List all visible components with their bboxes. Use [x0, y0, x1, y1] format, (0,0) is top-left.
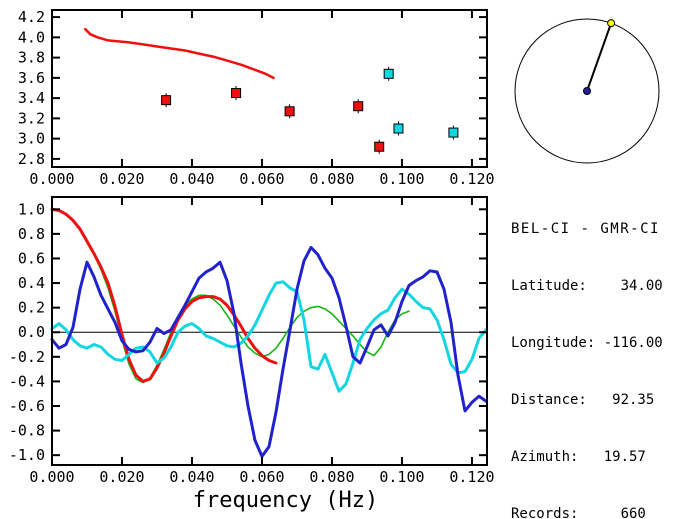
y-tick-label: -0.4 [9, 372, 45, 390]
x-tick-label: 0.020 [99, 170, 144, 188]
y-tick-label: 4.0 [18, 28, 45, 46]
y-tick-label: -0.2 [9, 348, 45, 366]
y-tick-label: 4.2 [18, 8, 45, 26]
red-velocity-picks-marker [231, 88, 242, 99]
y-tick-label: 3.8 [18, 49, 45, 67]
red-velocity-picks-marker [284, 106, 295, 117]
blue-correlation-curve [50, 245, 488, 458]
x-tick-label: 0.120 [449, 468, 494, 486]
x-tick-label: 0.000 [29, 170, 74, 188]
y-tick-label: 2.8 [18, 150, 45, 168]
y-tick-label: -0.6 [9, 397, 45, 415]
plot-frame [51, 196, 488, 466]
dispersion-plot: 0.000 0.020 0.040 0.060 0.080 0.100 0.120 2.8 3.… [18, 8, 495, 188]
y-tick-label: 0.0 [18, 323, 45, 341]
x-tick-label: 0.060 [239, 468, 284, 486]
red-velocity-picks-marker [353, 101, 364, 112]
info-line-records: Records: 660 [511, 506, 646, 519]
correlation-plot: 0.000 0.020 0.040 0.060 0.080 0.100 0.120 -1.0 -… [9, 196, 495, 513]
y-tick-label: 3.4 [18, 89, 45, 107]
cyan-velocity-picks-marker [393, 123, 404, 134]
x-tick-label: 0.100 [379, 170, 424, 188]
info-line-azimuth: Azimuth: 19.57 [511, 449, 646, 465]
red-velocity-picks-marker [161, 95, 172, 106]
red-velocity-picks-marker [374, 141, 385, 152]
y-tick-label: 3.2 [18, 109, 45, 127]
cyan-velocity-picks-marker [448, 127, 459, 138]
x-tick-label: 0.020 [99, 468, 144, 486]
cyan-correlation-curve [50, 280, 488, 393]
y-tick-label: 1.0 [18, 200, 45, 218]
y-tick-label: -1.0 [9, 446, 45, 464]
pair-info-panel: BEL-CI - GMR-CI Latitude: 34.00 Longitud… [511, 182, 663, 519]
y-tick-label: 0.2 [18, 299, 45, 317]
station-center-dot [583, 87, 591, 95]
azimuth-target-dot [607, 19, 616, 28]
station-pair-title: BEL-CI - GMR-CI [511, 221, 660, 237]
x-tick-label: 0.120 [449, 170, 494, 188]
red-correlation-curve [50, 207, 278, 383]
x-tick-label: 0.000 [29, 468, 74, 486]
azimuth-diagram [514, 18, 660, 164]
x-axis-label: frequency (Hz) [193, 488, 378, 513]
y-tick-label: 0.4 [18, 274, 45, 292]
azimuth-line [586, 22, 613, 92]
info-line-latitude: Latitude: 34.00 [511, 278, 663, 294]
x-tick-label: 0.040 [169, 170, 214, 188]
y-tick-label: 3.6 [18, 69, 45, 87]
info-line-distance: Distance: 92.35 [511, 392, 655, 408]
x-tick-label: 0.100 [379, 468, 424, 486]
y-tick-label: 0.8 [18, 225, 45, 243]
y-tick-label: 0.6 [18, 249, 45, 267]
azimuth-circle [514, 18, 660, 164]
info-line-longitude: Longitude: -116.00 [511, 335, 663, 351]
y-tick-label: 3.0 [18, 130, 45, 148]
x-tick-label: 0.060 [239, 170, 284, 188]
y-tick-label: -0.8 [9, 422, 45, 440]
cyan-velocity-picks-marker [383, 68, 394, 79]
x-tick-label: 0.040 [169, 468, 214, 486]
reference-dispersion-curve [83, 27, 275, 80]
x-tick-label: 0.080 [309, 170, 354, 188]
plot-frame [51, 9, 488, 168]
x-tick-label: 0.080 [309, 468, 354, 486]
